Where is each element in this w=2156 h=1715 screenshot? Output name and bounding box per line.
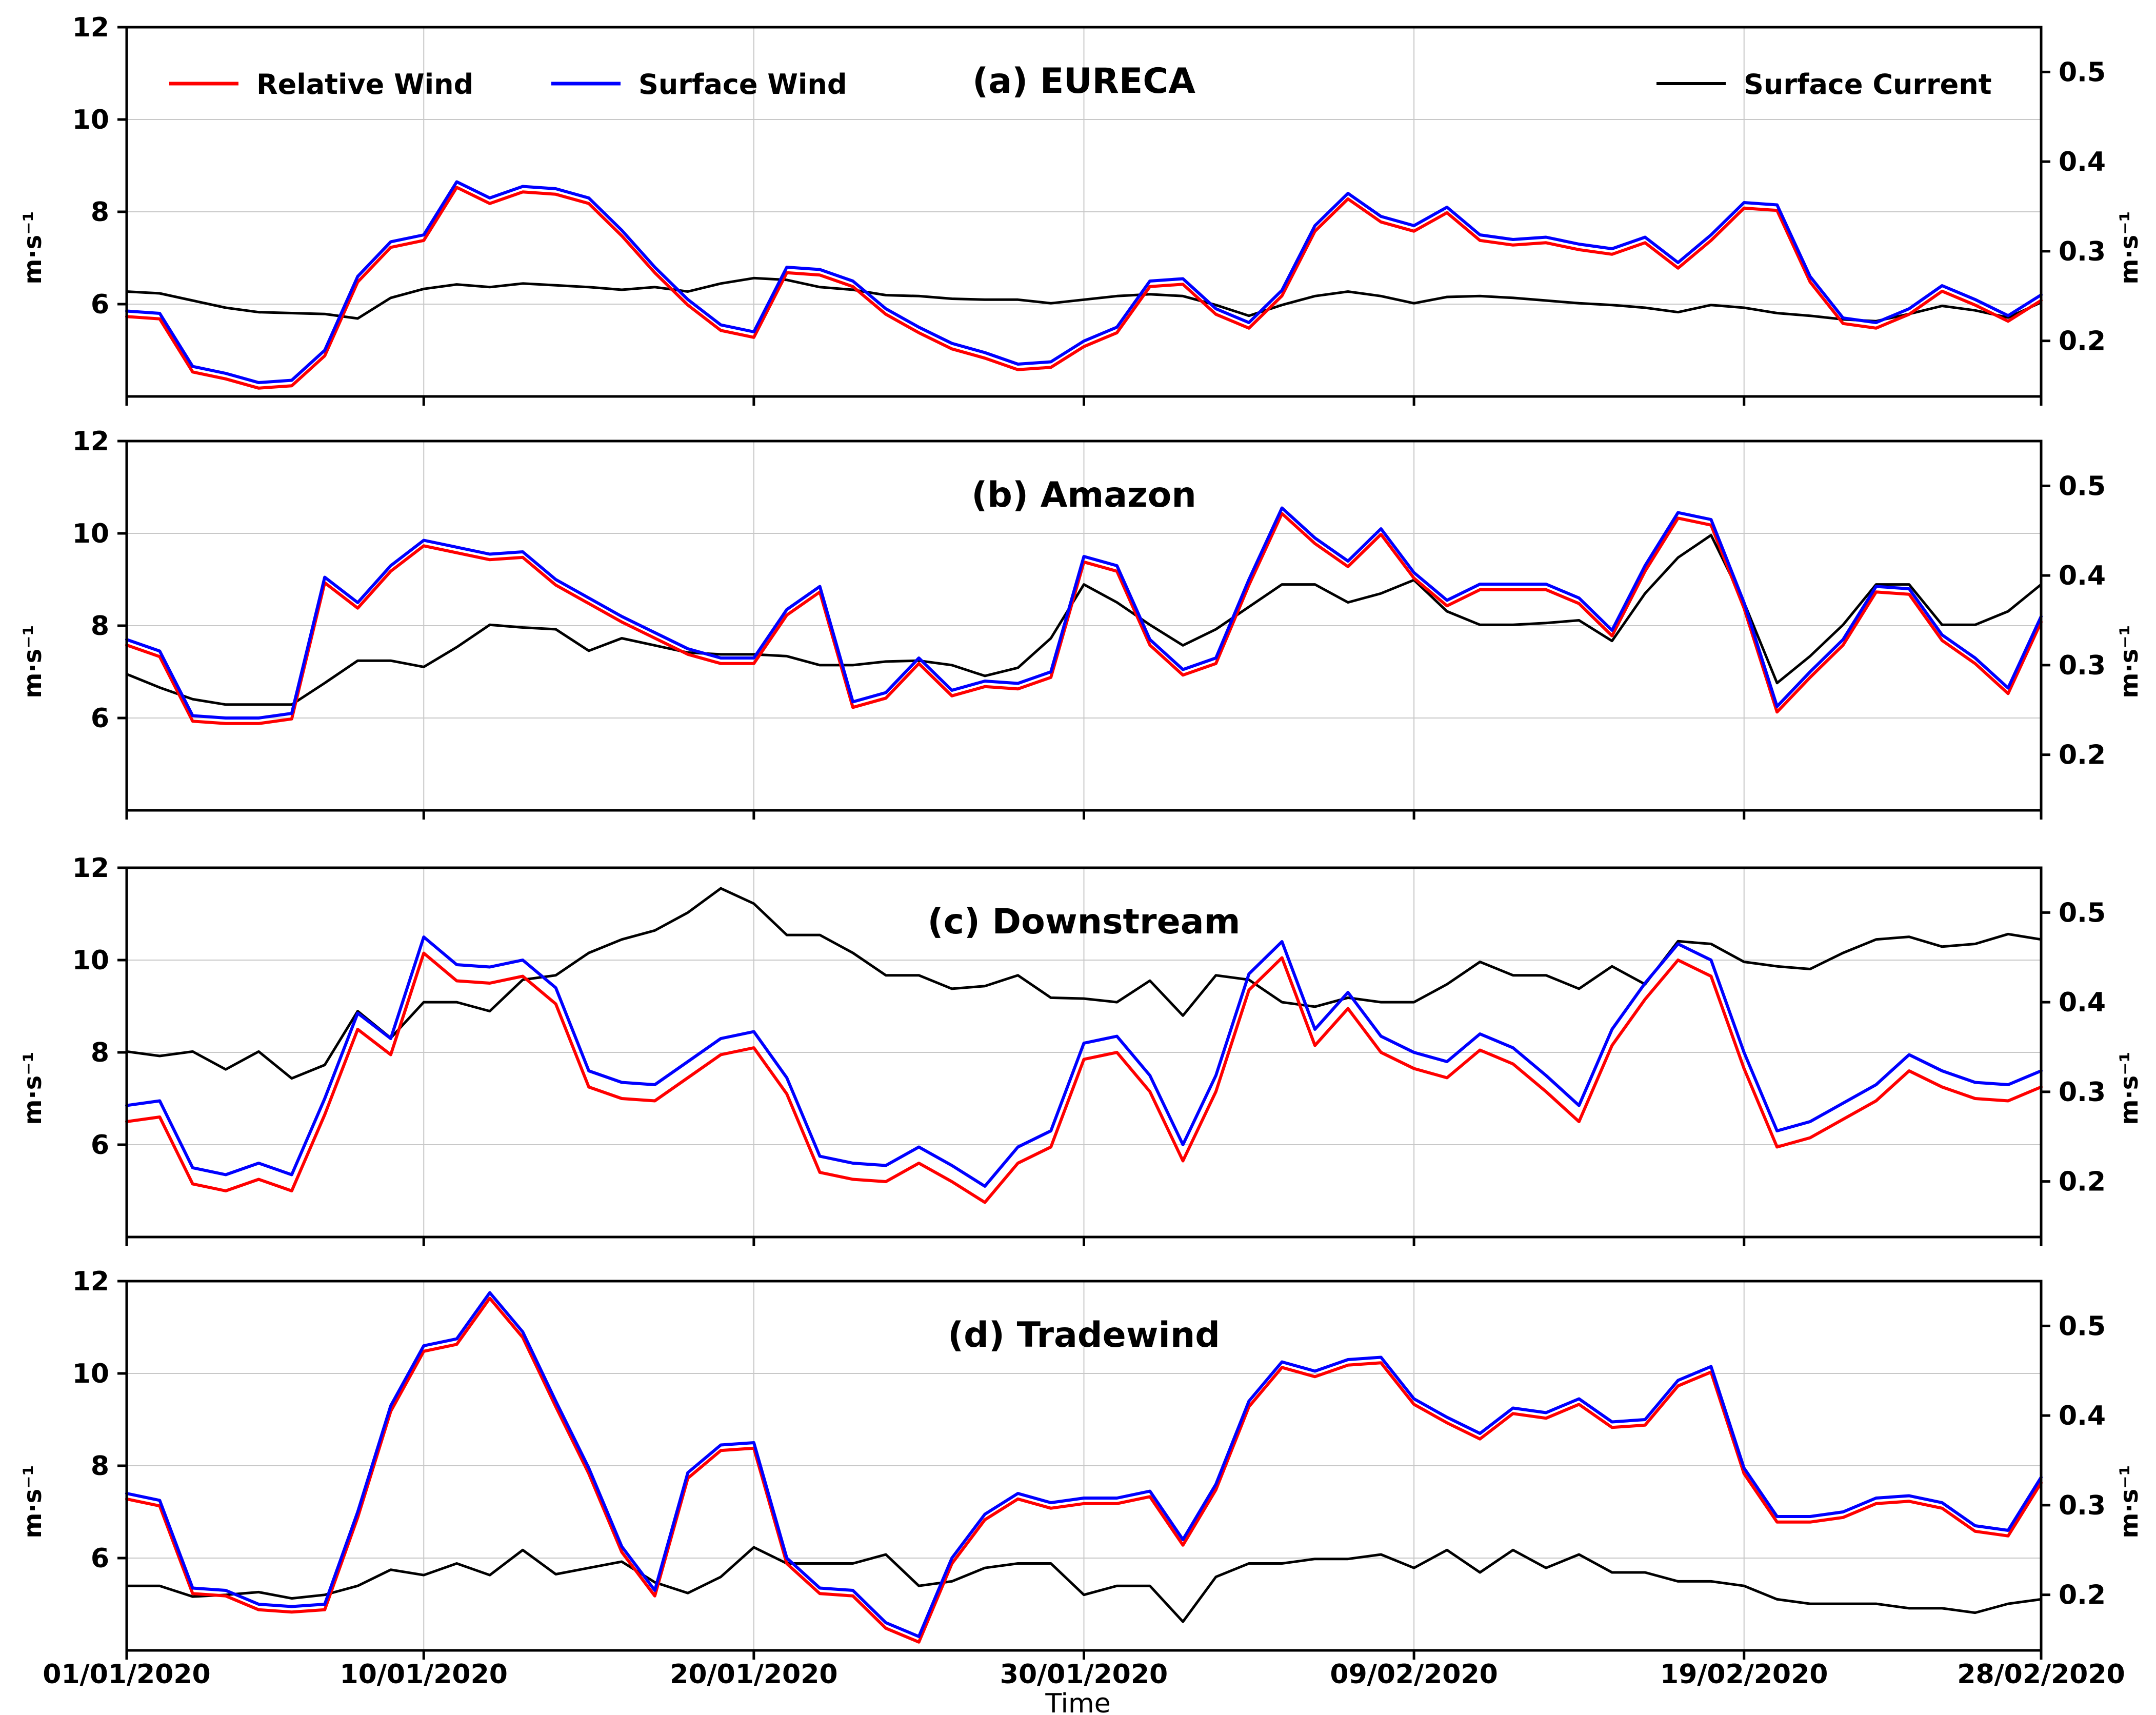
x-tick-label: 28/02/2020 [1957, 1659, 2125, 1690]
left-tick-label: 10 [72, 1359, 109, 1389]
surface-current-line-a [125, 276, 2043, 323]
legend-label-surface_wind: Surface Wind [638, 68, 847, 101]
right-tick-label: 0.4 [2059, 147, 2106, 177]
left-axis-unit-label: m·s⁻¹ [18, 625, 47, 698]
panel-c-title: (c) Downstream [928, 902, 1241, 942]
surface-current-line-d [125, 1546, 2043, 1623]
surface-wind-line-b [125, 506, 2043, 720]
right-tick-label: 0.2 [2059, 326, 2106, 357]
left-tick-label: 8 [91, 1038, 109, 1068]
right-tick-label: 0.5 [2059, 471, 2106, 502]
left-tick-label: 6 [91, 289, 109, 320]
left-tick-label: 10 [72, 105, 109, 135]
x-tick-label: 19/02/2020 [1660, 1659, 1828, 1690]
left-tick-label: 6 [91, 703, 109, 734]
right-tick-label: 0.3 [2059, 650, 2106, 681]
right-tick-label: 0.5 [2059, 57, 2106, 88]
right-tick-label: 0.4 [2059, 987, 2106, 1018]
legend-label-surface_current: Surface Current [1744, 68, 1992, 101]
left-tick-label: 12 [72, 426, 109, 457]
left-axis-unit-label: m·s⁻¹ [18, 1051, 47, 1125]
surface-current-line-c [125, 887, 2043, 1080]
right-tick-label: 0.5 [2059, 898, 2106, 928]
surface-current-line-b [125, 534, 2043, 706]
surface-wind-line-d [125, 1291, 2043, 1638]
right-axis-unit-label: m·s⁻¹ [2115, 625, 2144, 698]
left-tick-label: 12 [72, 1266, 109, 1297]
right-tick-label: 0.3 [2059, 1077, 2106, 1108]
relative-wind-line-c [125, 951, 2043, 1204]
left-axis-unit-label: m·s⁻¹ [18, 1465, 47, 1538]
panel-d-title: (d) Tradewind [948, 1315, 1220, 1355]
surface-wind-line-c [125, 935, 2043, 1188]
left-tick-label: 8 [91, 197, 109, 228]
right-axis-unit-label: m·s⁻¹ [2115, 211, 2144, 284]
left-tick-label: 6 [91, 1543, 109, 1574]
x-tick-label: 01/01/2020 [43, 1659, 210, 1690]
right-tick-label: 0.2 [2059, 1580, 2106, 1611]
surface-wind-line-a [125, 180, 2043, 384]
panel-a-title: (a) EURECA [972, 61, 1195, 102]
panel-b-title: (b) Amazon [971, 475, 1196, 515]
relative-wind-line-a [125, 186, 2043, 390]
left-tick-label: 12 [72, 12, 109, 43]
right-tick-label: 0.3 [2059, 1490, 2106, 1521]
left-tick-label: 6 [91, 1130, 109, 1161]
right-tick-label: 0.4 [2059, 1401, 2106, 1431]
x-axis-label: Time [1045, 1688, 1111, 1715]
left-tick-label: 10 [72, 519, 109, 549]
x-tick-label: 10/01/2020 [340, 1659, 508, 1690]
right-axis-unit-label: m·s⁻¹ [2115, 1465, 2144, 1538]
right-tick-label: 0.5 [2059, 1311, 2106, 1342]
left-tick-label: 8 [91, 1451, 109, 1482]
relative-wind-line-d [125, 1297, 2043, 1644]
left-tick-label: 12 [72, 853, 109, 884]
left-tick-label: 8 [91, 611, 109, 642]
right-tick-label: 0.3 [2059, 236, 2106, 267]
right-tick-label: 0.2 [2059, 740, 2106, 771]
x-tick-label: 20/01/2020 [670, 1659, 837, 1690]
right-tick-label: 0.2 [2059, 1167, 2106, 1198]
left-axis-unit-label: m·s⁻¹ [18, 211, 47, 284]
right-axis-unit-label: m·s⁻¹ [2115, 1051, 2144, 1125]
left-tick-label: 10 [72, 945, 109, 976]
right-tick-label: 0.4 [2059, 561, 2106, 591]
legend-label-relative_wind: Relative Wind [256, 68, 473, 101]
x-tick-label: 09/02/2020 [1330, 1659, 1498, 1690]
x-tick-label: 30/01/2020 [1000, 1659, 1168, 1690]
